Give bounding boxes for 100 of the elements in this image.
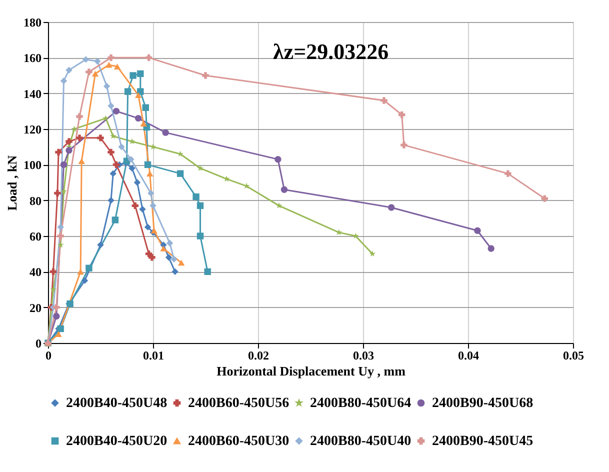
annotation: λz=29.03226	[273, 39, 389, 64]
point	[170, 256, 178, 263]
point	[280, 186, 288, 193]
point	[166, 240, 174, 246]
point	[77, 268, 84, 275]
point	[369, 250, 376, 257]
point	[108, 196, 114, 204]
y-tick-label: 40	[30, 265, 42, 280]
point	[57, 224, 64, 230]
point	[112, 161, 120, 168]
y-tick-label: 180	[24, 16, 42, 30]
point	[197, 164, 204, 171]
point	[128, 156, 134, 163]
point	[134, 114, 142, 122]
point	[108, 102, 114, 110]
point	[144, 161, 152, 168]
point	[57, 242, 64, 248]
legend-label: 2400B40-450U20	[66, 434, 168, 449]
point	[202, 72, 209, 79]
point	[148, 190, 154, 197]
point	[139, 206, 146, 213]
legend-label: 2400B60-450U30	[188, 434, 290, 449]
point	[137, 88, 144, 95]
point	[223, 176, 230, 182]
point	[541, 195, 548, 202]
point	[140, 120, 147, 127]
point	[336, 229, 342, 236]
point	[192, 193, 200, 200]
y-tick-label: 0	[36, 336, 42, 350]
point	[204, 268, 211, 276]
point	[108, 148, 114, 156]
point	[172, 268, 178, 276]
point	[110, 170, 116, 177]
x-tick-label: 0	[46, 348, 52, 362]
point	[110, 132, 116, 139]
point	[66, 147, 72, 154]
legend-label: 2400B80-450U40	[310, 434, 412, 449]
point	[118, 143, 125, 150]
point	[504, 170, 512, 177]
point	[78, 158, 85, 164]
point	[128, 164, 136, 172]
point	[76, 134, 83, 142]
point	[50, 268, 57, 276]
point	[162, 129, 169, 136]
x-tick-label: 0.03	[353, 348, 374, 362]
legend-label: 2400B40-450U48	[66, 396, 168, 411]
point	[53, 312, 60, 320]
point	[86, 264, 92, 272]
point	[106, 62, 112, 68]
point	[94, 58, 101, 65]
point	[71, 126, 78, 132]
point	[60, 161, 68, 168]
point	[108, 54, 114, 62]
point	[144, 224, 152, 230]
point	[132, 202, 139, 210]
point	[165, 254, 172, 261]
point	[276, 202, 282, 208]
point	[380, 97, 388, 104]
legend-label: 2400B90-450U68	[432, 396, 534, 411]
point	[66, 138, 72, 145]
x-axis-title: Horizontal Displacement Uy , mm	[216, 364, 406, 378]
point	[196, 202, 204, 210]
point	[55, 148, 62, 156]
point	[488, 245, 494, 252]
y-tick-label: 60	[30, 230, 42, 244]
point	[53, 304, 60, 311]
y-tick-label: 100	[24, 158, 42, 172]
point	[86, 68, 92, 76]
point	[274, 156, 282, 163]
legend-label: 2400B80-450U64	[310, 396, 412, 411]
point	[146, 170, 154, 176]
x-tick-label: 0.05	[563, 348, 584, 362]
x-tick-label: 0.02	[248, 348, 269, 362]
point	[145, 54, 152, 62]
point	[148, 254, 156, 261]
point	[160, 246, 167, 252]
point	[150, 202, 156, 210]
point	[178, 260, 185, 266]
point	[124, 88, 132, 95]
point	[57, 232, 64, 240]
point	[103, 82, 110, 90]
point	[130, 72, 136, 79]
y-tick-label: 20	[30, 300, 42, 315]
legend-label: 2400B60-450U56	[188, 396, 290, 411]
point	[134, 92, 142, 98]
point	[134, 179, 141, 186]
point	[142, 104, 150, 111]
point	[55, 331, 62, 337]
legend-label: 2400B90-450U45	[432, 434, 534, 449]
y-tick-label: 140	[24, 86, 42, 101]
y-axis-title: Load , kN	[4, 154, 20, 211]
point	[92, 70, 99, 77]
point	[97, 134, 104, 142]
point	[114, 64, 121, 70]
point	[81, 277, 88, 284]
y-tick-label: 80	[30, 194, 42, 208]
point	[400, 142, 408, 148]
x-tick-label: 0.04	[458, 348, 479, 362]
point	[66, 66, 72, 74]
point	[82, 56, 90, 63]
